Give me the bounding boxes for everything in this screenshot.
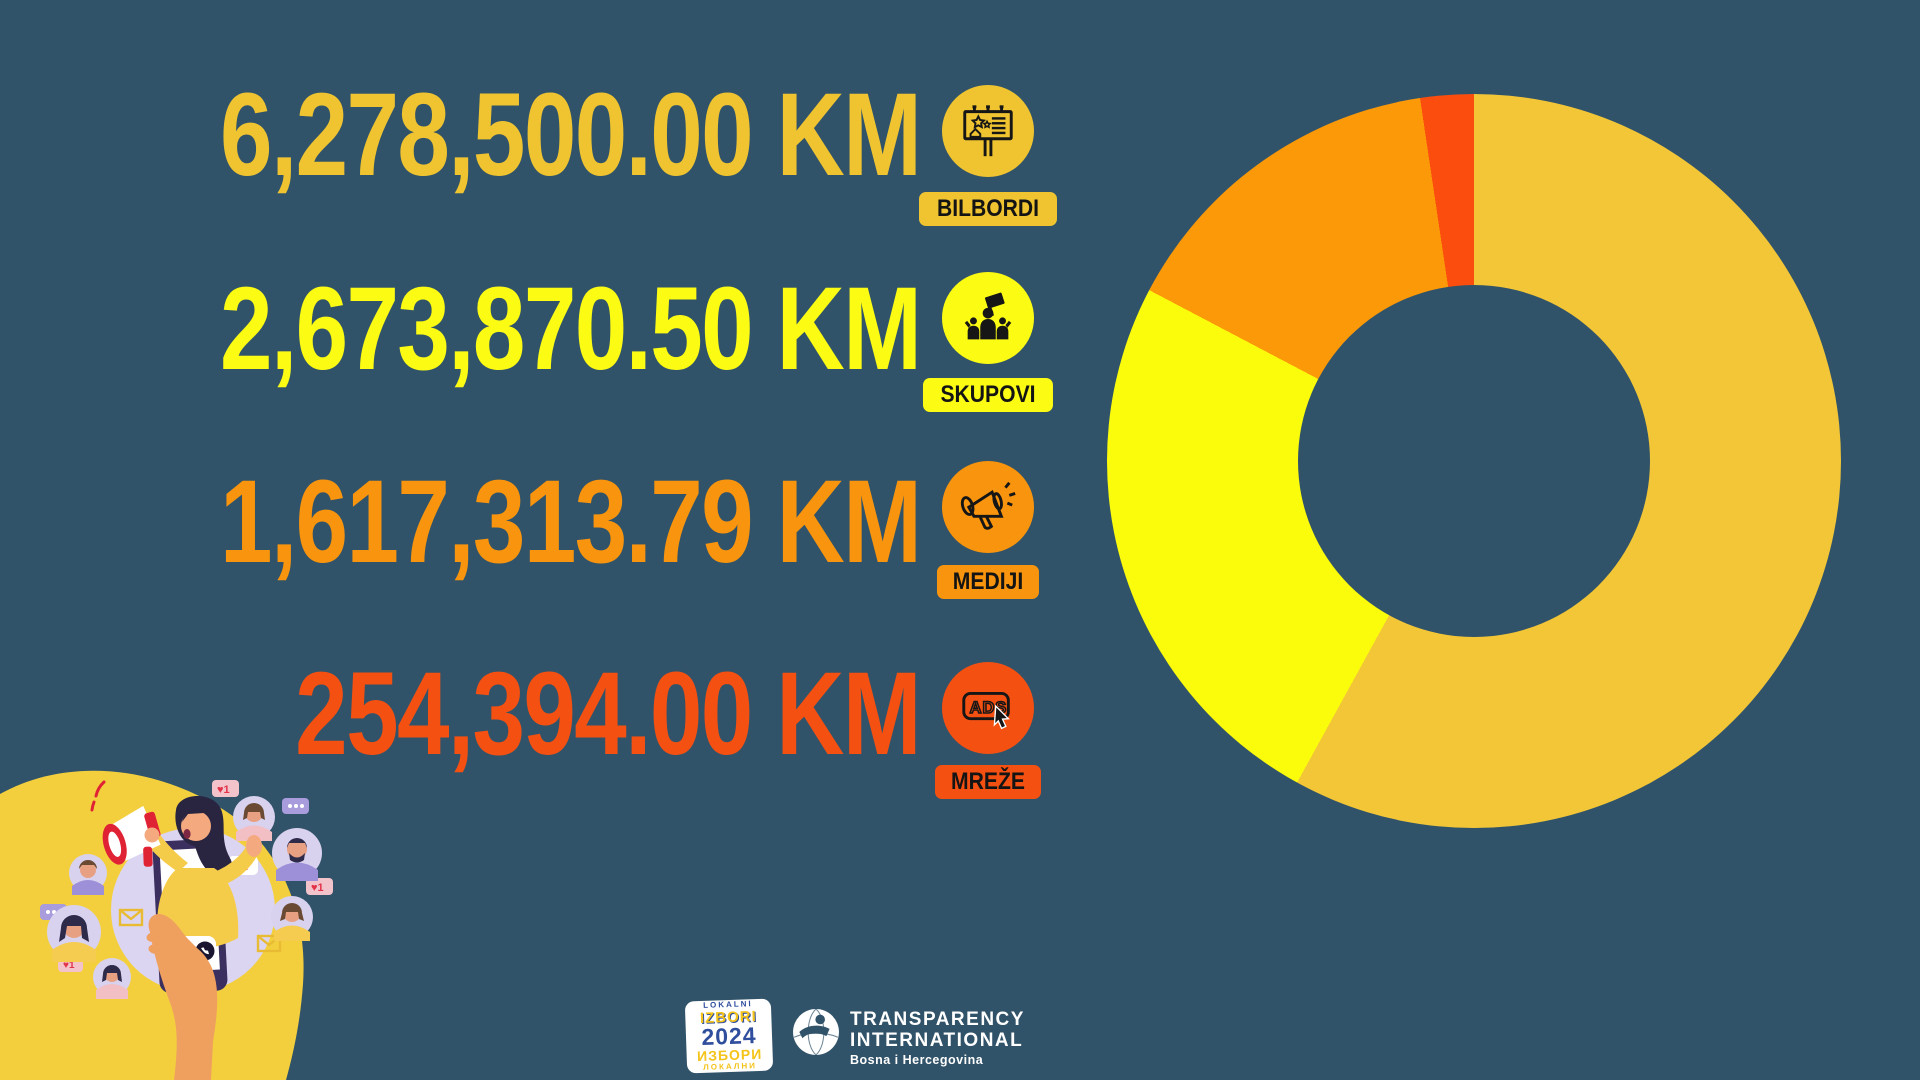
like-bubble-icon: ♥1: [306, 878, 333, 895]
envelope-icon: [118, 908, 144, 927]
label-badge-bilbordi: BILBORDI: [919, 192, 1057, 227]
svg-text:♥1: ♥1: [217, 784, 230, 796]
election-logo-line3: 2024: [700, 1021, 758, 1050]
ti-globe-icon: [793, 1008, 839, 1056]
amount-skupovi: 2,673,870.50 KM: [219, 263, 922, 395]
chat-bubble-icon: [282, 798, 309, 814]
billboard-icon: [942, 85, 1034, 177]
election-logo-line5: ЛОКАЛНИ: [703, 1060, 758, 1072]
label-badge-mreze: MREŽE: [935, 765, 1041, 800]
amount-mreze: 254,394.00 KM: [295, 648, 921, 780]
ti-logo-line1: TRANSPARENCY: [850, 1009, 1025, 1030]
badge-text-bilbordi: BILBORDI: [936, 195, 1040, 222]
avatar: [233, 796, 275, 841]
ads-cursor-icon: ADS: [942, 662, 1034, 754]
amount-mediji: 1,617,313.79 KM: [219, 456, 922, 588]
social-media-megaphone-illustration: ♥1 ♥1 ♥1 ♥1: [0, 770, 333, 1080]
svg-text:♥1: ♥1: [311, 882, 324, 894]
megaphone-icon: [942, 461, 1034, 553]
donut-chart: [1107, 94, 1841, 828]
transparency-international-logo: TRANSPARENCY INTERNATIONAL Bosna i Herce…: [792, 1008, 1025, 1068]
ti-logo-line3: Bosna i Hercegovina: [850, 1053, 984, 1068]
avatar: [69, 854, 107, 895]
badge-text-skupovi: SKUPOVI: [940, 381, 1036, 408]
avatar: [271, 896, 313, 941]
amount-bilbordi: 6,278,500.00 KM: [219, 69, 922, 201]
badge-text-mediji: MEDIJI: [952, 568, 1024, 595]
badge-text-mreze: MREŽE: [951, 768, 1025, 795]
avatar: [93, 958, 131, 999]
local-elections-2024-logo: LOKALNI IZBORI 2024 ИЗБОРИ ЛОКАЛНИ: [684, 998, 774, 1074]
like-bubble-icon: ♥1: [212, 780, 239, 797]
rally-icon: [942, 272, 1034, 364]
ti-logo-line2: INTERNATIONAL: [850, 1029, 1024, 1051]
label-badge-skupovi: SKUPOVI: [922, 378, 1054, 413]
avatar: [272, 828, 322, 881]
label-badge-mediji: MEDIJI: [936, 565, 1040, 600]
avatar: [47, 905, 101, 962]
svg-text:♥1: ♥1: [63, 960, 75, 971]
hand-holding-phone: [148, 913, 218, 1080]
donut-chart-hole: [1298, 285, 1650, 637]
